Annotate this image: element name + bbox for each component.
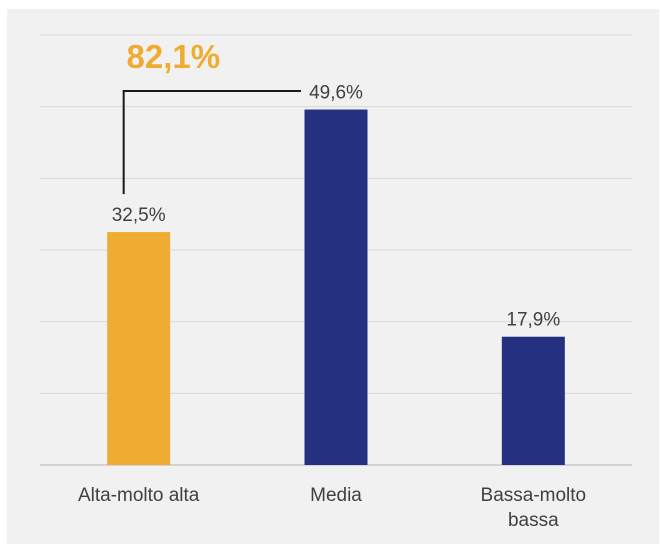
data-label: 17,9% [506, 310, 560, 331]
category-label: Bassa-molto [481, 485, 587, 506]
bar-2 [501, 336, 565, 465]
category-labels: Alta-molto alta Media Bassa-molto bassa [78, 485, 586, 531]
data-label: 32,5% [112, 205, 166, 226]
chart-panel: 32,5% 49,6% 17,9% Alta-molto alta Media Bass… [7, 9, 659, 544]
callout-bracket [122, 90, 301, 195]
data-labels: 32,5% 49,6% 17,9% [112, 83, 561, 331]
bar-1 [304, 109, 368, 466]
bars [107, 109, 565, 466]
bar-0 [107, 232, 171, 465]
bar-chart: 32,5% 49,6% 17,9% Alta-molto alta Media Bass… [40, 34, 632, 531]
data-label: 49,6% [309, 83, 363, 104]
category-label: Alta-molto alta [78, 485, 200, 506]
category-label: Media [310, 485, 362, 506]
category-label: bassa [508, 510, 559, 531]
callout: 82,1% [122, 38, 301, 195]
callout-value: 82,1% [127, 38, 221, 75]
